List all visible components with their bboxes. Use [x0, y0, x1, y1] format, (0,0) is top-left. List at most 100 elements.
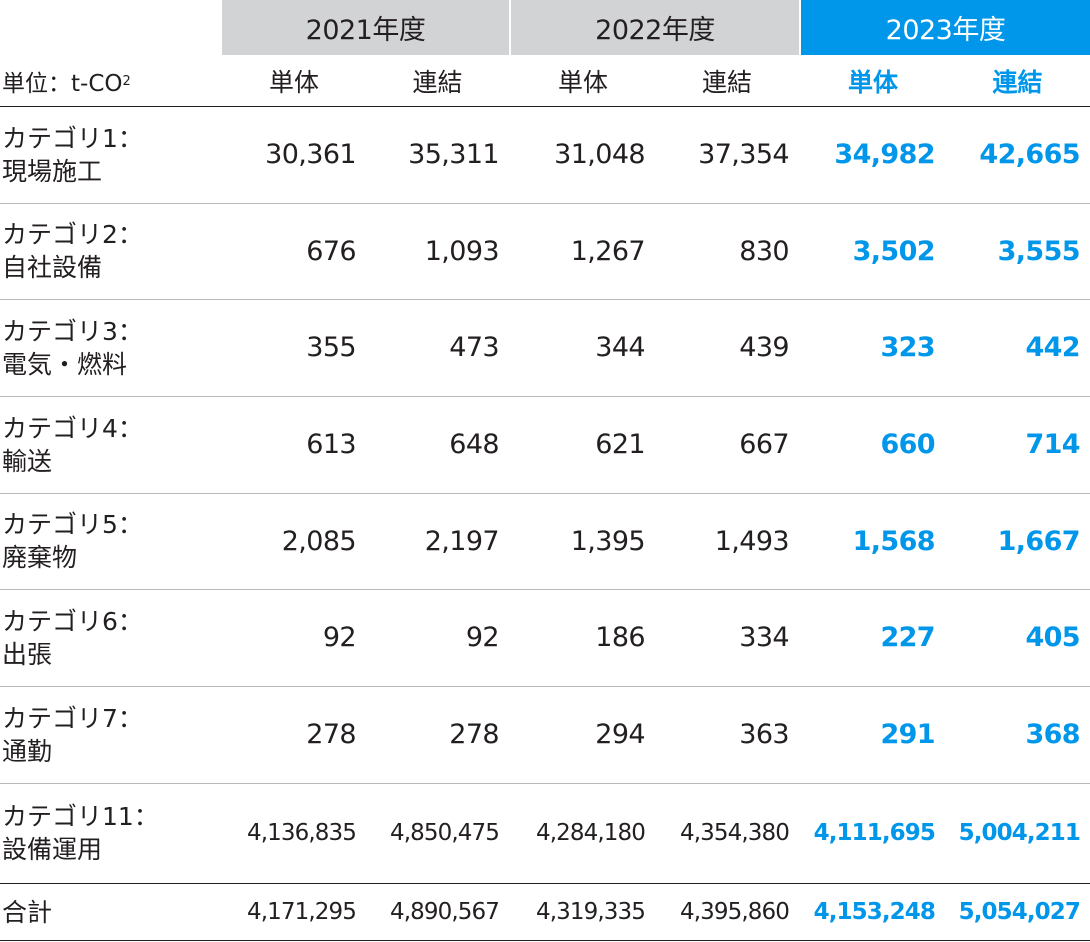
row-label-description: 電気・燃料 [2, 349, 128, 379]
row-label-category: カテゴリ7： [2, 703, 143, 733]
table-cell: 473 [449, 332, 499, 363]
table-row: カテゴリ2： 自社設備 676 1,093 1,267 830 3,502 3,555 [0, 203, 1090, 300]
table-cell: 2,085 [281, 525, 357, 557]
total-cell: 5,054,027 [958, 899, 1081, 925]
row-label: カテゴリ5： 廃棄物 [2, 493, 143, 589]
table-cell: 92 [322, 622, 357, 653]
table-cell: 667 [739, 429, 789, 460]
row-label: カテゴリ11： 設備運用 [2, 783, 159, 883]
unit-label-subscript: 2 [122, 73, 131, 89]
table-cell: 2,197 [424, 525, 500, 557]
table-cell: 1,667 [997, 525, 1081, 557]
row-label-description: 廃棄物 [2, 543, 78, 572]
row-label-category: カテゴリ4： [2, 413, 143, 443]
table-cell: 368 [1025, 719, 1080, 750]
table-cell: 363 [739, 719, 789, 750]
table-cell: 4,136,835 [247, 820, 357, 846]
row-label-category: カテゴリ3： [2, 316, 143, 346]
table-cell: 278 [449, 719, 499, 750]
table-row: カテゴリ3： 電気・燃料 355 473 344 439 323 442 [0, 299, 1090, 397]
table-cell: 278 [306, 719, 356, 750]
column-header-consolidated-2023: 連結 [992, 68, 1043, 97]
table-cell: 3,502 [852, 235, 936, 267]
total-row: 合計 4,171,295 4,890,567 4,319,335 4,395,8… [0, 883, 1090, 941]
column-header-single-2023: 単体 [847, 68, 898, 97]
row-label-category: カテゴリ5： [2, 510, 143, 539]
table-cell: 344 [595, 332, 645, 363]
row-label-category: カテゴリ6： [2, 606, 143, 636]
year-header-row: 2021年度 2022年度 2023年度 [0, 0, 1090, 56]
table-cell: 37,354 [698, 139, 789, 170]
table-cell: 4,284,180 [536, 820, 646, 846]
total-cell: 4,319,335 [536, 899, 646, 925]
table-row: カテゴリ7： 通勤 278 278 294 363 291 368 [0, 686, 1090, 784]
table-row: カテゴリ5： 廃棄物 2,085 2,197 1,395 1,493 1,568 1,667 [0, 493, 1090, 590]
row-label: カテゴリ6： 出張 [2, 589, 143, 686]
row-label: カテゴリ4： 輸送 [2, 396, 143, 493]
table-cell: 30,361 [265, 139, 356, 170]
total-cell: 4,153,248 [813, 899, 936, 925]
table-cell: 405 [1025, 622, 1080, 653]
table-cell: 830 [739, 235, 789, 267]
table-cell: 1,395 [570, 525, 646, 557]
table-cell: 42,665 [979, 139, 1080, 170]
row-label-description: 輸送 [2, 446, 53, 476]
row-label: カテゴリ7： 通勤 [2, 686, 143, 783]
total-cell: 4,171,295 [247, 899, 357, 925]
year-header-2022: 2022年度 [511, 0, 799, 55]
column-header-single-2021: 単体 [268, 68, 319, 97]
table-cell: 355 [306, 332, 356, 363]
table-cell: 4,850,475 [390, 820, 500, 846]
table-cell: 660 [880, 429, 935, 460]
table-cell: 35,311 [408, 139, 499, 170]
table-cell: 3,555 [997, 235, 1081, 267]
table-cell: 621 [595, 429, 645, 460]
column-header-consolidated-2021: 連結 [412, 68, 463, 97]
table-row: カテゴリ1： 現場施工 30,361 35,311 31,048 37,354 34,982… [0, 106, 1090, 204]
table-cell: 4,111,695 [813, 820, 936, 846]
row-label: カテゴリ3： 電気・燃料 [2, 299, 143, 396]
unit-label: 単位：t-CO 2 [2, 56, 131, 106]
table-cell: 34,982 [834, 139, 935, 170]
year-header-2021: 2021年度 [222, 0, 509, 55]
column-header-row: 単位：t-CO 2 単体 連結 単体 連結 単体 連結 [0, 56, 1090, 107]
row-label-description: 設備運用 [2, 835, 103, 864]
table-cell: 31,048 [554, 139, 645, 170]
total-cell: 4,890,567 [390, 899, 500, 925]
table-cell: 1,568 [852, 525, 936, 557]
table-cell: 227 [880, 622, 935, 653]
table-cell: 186 [595, 622, 645, 653]
unit-label-text: 単位：t-CO [2, 71, 123, 97]
total-label: 合計 [2, 897, 53, 927]
table-cell: 323 [880, 332, 935, 363]
table-cell: 4,354,380 [680, 820, 790, 846]
table-cell: 334 [739, 622, 789, 653]
table-cell: 714 [1025, 429, 1080, 460]
table-cell: 1,493 [714, 525, 790, 557]
column-header-consolidated-2022: 連結 [701, 68, 752, 97]
table-cell: 291 [880, 719, 935, 750]
table-row: カテゴリ11： 設備運用 4,136,835 4,850,475 4,284,180 4,… [0, 783, 1090, 883]
row-label: カテゴリ2： 自社設備 [2, 203, 143, 299]
column-header-single-2022: 単体 [557, 68, 608, 97]
table-cell: 648 [449, 429, 499, 460]
row-label-category: カテゴリ1： [2, 123, 143, 153]
row-label-category: カテゴリ11： [2, 802, 159, 831]
row-label-category: カテゴリ2： [2, 220, 143, 249]
row-label-description: 出張 [2, 639, 53, 669]
table-cell: 294 [595, 719, 645, 750]
table-cell: 439 [739, 332, 789, 363]
table-cell: 676 [306, 235, 356, 267]
table-cell: 92 [465, 622, 500, 653]
year-header-2023: 2023年度 [801, 0, 1090, 55]
total-cell: 4,395,860 [680, 899, 790, 925]
table-cell: 1,093 [424, 235, 500, 267]
table-cell: 5,004,211 [958, 820, 1081, 846]
row-label-description: 自社設備 [2, 253, 103, 282]
table-cell: 442 [1025, 332, 1080, 363]
table-row: カテゴリ4： 輸送 613 648 621 667 660 714 [0, 396, 1090, 494]
row-label-description: 現場施工 [2, 156, 103, 186]
table-cell: 1,267 [570, 235, 646, 267]
table-cell: 613 [306, 429, 356, 460]
